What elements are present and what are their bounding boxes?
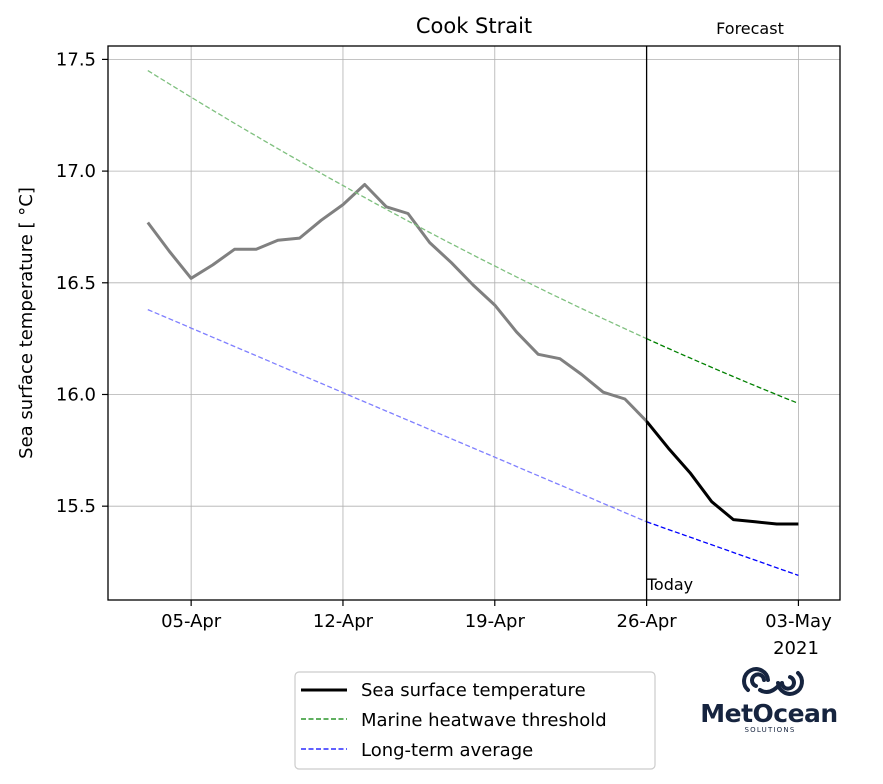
x-tick-label: 12-Apr — [313, 611, 374, 632]
series-line-sst-forecast — [645, 420, 799, 526]
series-line-threshold-past — [147, 70, 647, 340]
series-line-threshold-forecast — [646, 338, 799, 405]
legend: Sea surface temperature Marine heatwave … — [294, 671, 656, 770]
y-axis-label: Sea surface temperature [ °C] — [16, 187, 37, 459]
x-tick-label: 03-May — [765, 611, 832, 632]
legend-entry-threshold: Marine heatwave threshold — [361, 710, 607, 731]
y-tick-label: 16.0 — [56, 384, 96, 405]
series-line-sst-past — [146, 183, 648, 423]
year-label: 2021 — [773, 638, 819, 659]
chart-title: Cook Strait — [416, 14, 532, 38]
logo-wordmark: MetOcean — [700, 699, 837, 728]
today-label: Today — [646, 575, 693, 594]
y-ticks: 15.5 16.0 16.5 17.0 17.5 — [56, 49, 108, 517]
y-tick-label: 17.5 — [56, 49, 96, 70]
wave-logo-icon — [742, 667, 804, 696]
y-tick-label: 15.5 — [56, 496, 96, 517]
x-tick-label: 19-Apr — [465, 611, 526, 632]
legend-entry-average: Long-term average — [361, 740, 533, 761]
x-ticks: 05-Apr 12-Apr 19-Apr 26-Apr 03-May — [161, 600, 832, 632]
series-layer — [146, 70, 799, 577]
x-tick-label: 26-Apr — [617, 611, 678, 632]
legend-frame — [294, 671, 656, 770]
series-line-average-past — [147, 309, 647, 523]
forecast-label: Forecast — [716, 19, 784, 38]
axes-frame — [107, 45, 841, 601]
metocean-logo: MetOcean SOLUTIONS — [700, 667, 838, 734]
y-tick-label: 16.5 — [56, 273, 96, 294]
logo-subtitle: SOLUTIONS — [745, 726, 796, 734]
x-tick-label: 05-Apr — [161, 611, 222, 632]
grid-lines — [108, 46, 840, 600]
series-line-average-forecast — [646, 521, 799, 577]
legend-entry-sst: Sea surface temperature — [361, 680, 586, 701]
y-tick-label: 17.0 — [56, 161, 96, 182]
